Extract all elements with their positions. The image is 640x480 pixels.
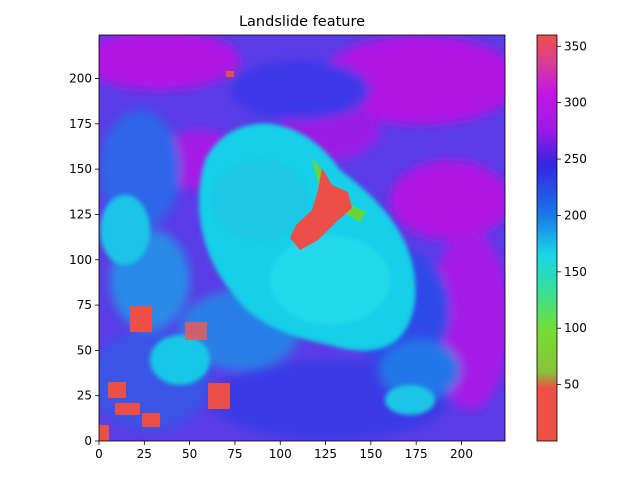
colorbar-tick-label: 100 [564,321,587,335]
x-tick-label: 100 [269,447,292,461]
blue-region [230,60,370,120]
purple-region [390,160,505,240]
y-tick-label: 50 [77,343,92,357]
red-patch [208,383,230,409]
landslide-body-inner [270,235,390,325]
red-patch [142,413,160,427]
cyan-patch [385,385,435,415]
y-tick-label: 200 [69,72,92,86]
y-axis: 0 25 50 75 100 125 150 175 200 [69,72,99,448]
heatmap-image [99,35,505,441]
x-tick-label: 75 [227,447,242,461]
colorbar-tick-label: 50 [564,378,579,392]
x-tick-label: 150 [359,447,382,461]
lightblue-region [380,340,460,400]
colorbar-axis: 50 100 150 200 250 300 350 [557,39,587,392]
colorbar-tick-label: 250 [564,152,587,166]
purple-region [99,35,240,90]
plot-frame [98,34,506,442]
colorbar-tick-label: 350 [564,39,587,53]
red-patch [185,322,207,340]
y-tick-label: 125 [69,207,92,221]
x-tick-label: 50 [182,447,197,461]
x-tick-label: 125 [314,447,337,461]
colorbar-tick-label: 300 [564,96,587,110]
colorbar [536,34,558,442]
chart-title: Landslide feature [239,14,365,30]
colorbar-tick-label: 150 [564,265,587,279]
x-tick-label: 0 [95,447,103,461]
y-tick-label: 175 [69,117,92,131]
landslide-scarp [290,168,352,250]
cyan-patch [100,195,150,265]
x-tick-label: 175 [405,447,428,461]
x-axis: 0 25 50 75 100 125 150 175 200 [95,441,473,461]
x-tick-label: 25 [137,447,152,461]
purple-region [320,35,505,125]
red-patch [115,403,140,415]
y-tick-label: 100 [69,253,92,267]
red-patch [108,382,126,398]
red-patch [130,306,152,332]
y-tick-label: 150 [69,162,92,176]
landslide-body-inner [210,160,310,240]
y-tick-label: 25 [77,389,92,403]
y-tick-label: 0 [84,434,92,448]
red-patch [99,425,109,441]
red-patch [226,71,234,77]
x-tick-label: 200 [450,447,473,461]
y-tick-label: 75 [77,298,92,312]
colorbar-tick-label: 200 [564,208,587,222]
cyan-patch [150,335,210,385]
